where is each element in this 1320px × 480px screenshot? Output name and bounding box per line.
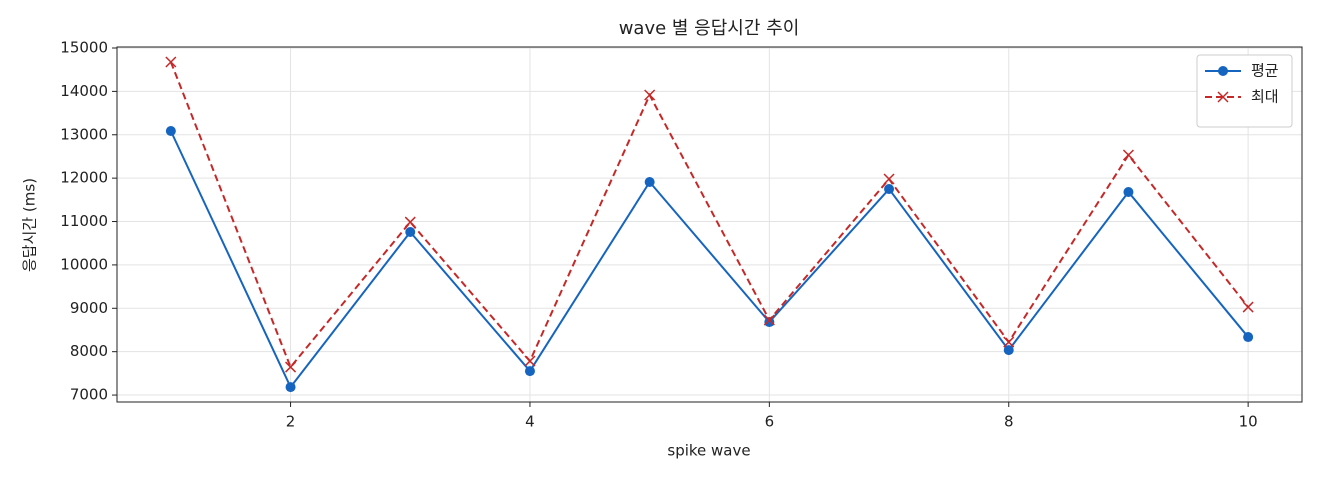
- x-marker-stroke: [404, 216, 416, 228]
- x-marker-stroke: [1003, 336, 1015, 348]
- x-marker-stroke: [644, 89, 656, 101]
- x-marker: [644, 89, 656, 101]
- x-marker: [524, 355, 536, 367]
- x-marker-stroke: [763, 314, 775, 326]
- point: [524, 366, 535, 377]
- x-tick-label: 8: [1004, 413, 1014, 431]
- x-marker: [763, 314, 775, 326]
- y-tick-label: 9000: [70, 299, 108, 317]
- legend-label: 최대: [1251, 88, 1279, 106]
- point: [884, 184, 895, 195]
- point: [1243, 332, 1254, 343]
- y-tick-label: 8000: [70, 342, 108, 360]
- point: [165, 125, 176, 136]
- point: [285, 382, 296, 393]
- x-tick-label: 2: [286, 413, 296, 431]
- x-marker: [165, 56, 177, 68]
- point: [1003, 345, 1014, 356]
- x-marker: [883, 173, 895, 185]
- x-tick-label: 4: [525, 413, 535, 431]
- x-marker-stroke: [883, 173, 895, 185]
- y-axis-label: 응답시간 (ms): [21, 178, 39, 272]
- legend-label: 평균: [1251, 62, 1279, 80]
- x-marker-stroke: [165, 56, 177, 68]
- point: [405, 227, 416, 238]
- point: [764, 317, 775, 328]
- y-tick-label: 11000: [60, 212, 108, 230]
- y-tick-label: 15000: [60, 38, 108, 56]
- y-tick-label: 10000: [60, 255, 108, 273]
- x-axis-label: spike wave: [667, 442, 750, 460]
- series-line: [169, 130, 1249, 389]
- y-tick-label: 13000: [60, 125, 108, 143]
- plot-frame: [116, 46, 1303, 403]
- x-tick-label: 10: [1239, 413, 1258, 431]
- chart-title: wave 별 응답시간 추이: [619, 18, 800, 39]
- x-marker-stroke: [285, 361, 297, 373]
- x-marker: [285, 361, 297, 373]
- x-marker-stroke: [1242, 301, 1254, 313]
- y-tick-label: 14000: [60, 82, 108, 100]
- legend-marker: [1217, 91, 1229, 103]
- series-line: [169, 61, 1249, 369]
- legend-marker: [1218, 66, 1228, 76]
- x-marker-stroke: [1122, 149, 1134, 161]
- point: [1123, 187, 1134, 198]
- x-marker: [404, 216, 416, 228]
- point: [644, 177, 655, 188]
- x-tick-label: 6: [765, 413, 775, 431]
- x-marker: [1003, 336, 1015, 348]
- y-tick-label: 12000: [60, 169, 108, 187]
- x-marker: [1242, 301, 1254, 313]
- y-tick-label: 7000: [70, 386, 108, 404]
- x-marker: [1122, 149, 1134, 161]
- x-marker-stroke: [524, 355, 536, 367]
